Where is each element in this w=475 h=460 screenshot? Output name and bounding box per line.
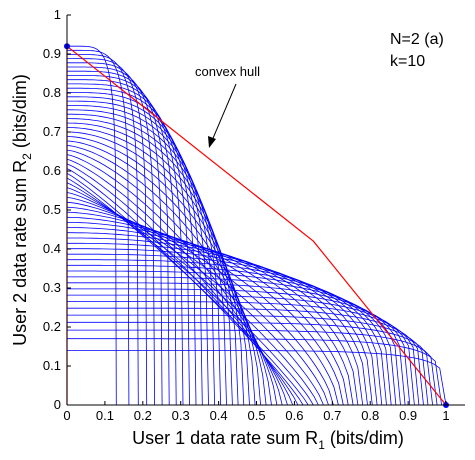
rate-curve bbox=[67, 58, 148, 406]
x-tick-label: 0.3 bbox=[172, 408, 190, 423]
rate-curve bbox=[67, 301, 420, 406]
y-tick-label: 0 bbox=[54, 397, 61, 412]
y-tick-label: 0.9 bbox=[43, 46, 61, 61]
y-tick-label: 0.5 bbox=[43, 202, 61, 217]
rate-curve bbox=[66, 206, 339, 406]
rate-curve bbox=[67, 282, 406, 406]
rate-curve bbox=[66, 163, 294, 406]
y-tick-label: 0.1 bbox=[43, 358, 61, 373]
x-tick-label: 0.7 bbox=[323, 408, 341, 423]
y-tick-label: 0.8 bbox=[43, 85, 61, 100]
rate-curve bbox=[66, 136, 261, 406]
x-tick-label: 0.1 bbox=[96, 408, 114, 423]
rate-curve bbox=[67, 294, 415, 406]
rate-curves bbox=[66, 45, 447, 406]
y-axis-label: User 2 data rate sum R2 (bits/dim) bbox=[10, 74, 34, 346]
rate-curve bbox=[66, 140, 267, 406]
rate-curve bbox=[66, 149, 278, 406]
x-tick-label: 0 bbox=[63, 408, 70, 423]
rate-curve bbox=[67, 314, 429, 406]
rate-curve bbox=[67, 237, 368, 406]
rate-curve bbox=[67, 329, 438, 406]
plot-area: 0 0.1 0.2 0.3 0.4 0.5 0.6 0.7 0.8 0.9 1 0 0.1 0.2 0.3 0… bbox=[43, 7, 465, 423]
rate-curve bbox=[66, 192, 324, 406]
y-tick-label: 0.7 bbox=[43, 124, 61, 139]
rate-curve bbox=[67, 321, 433, 406]
x-tick-label: 0.5 bbox=[247, 408, 265, 423]
x-tick-label: 0.2 bbox=[134, 408, 152, 423]
rate-curve bbox=[67, 259, 387, 406]
rate-curve bbox=[67, 83, 190, 406]
rate-curve bbox=[66, 182, 314, 406]
hull-arrow-head bbox=[208, 136, 216, 148]
rate-curve bbox=[66, 201, 334, 406]
rate-curve bbox=[67, 253, 383, 406]
rate-curve bbox=[66, 197, 329, 406]
rate-curve bbox=[67, 248, 378, 406]
rate-curve bbox=[67, 350, 447, 406]
y-tick-label: 0.3 bbox=[43, 280, 61, 295]
params-line-2: k=10 bbox=[390, 53, 425, 70]
rate-curve bbox=[67, 92, 203, 406]
x-tick-label: 1 bbox=[442, 408, 449, 423]
rate-curve bbox=[66, 177, 309, 406]
rate-curve bbox=[67, 242, 373, 406]
annotation-params: N=2 (a) k=10 bbox=[390, 31, 444, 70]
rate-curve bbox=[67, 75, 177, 406]
rate-curve bbox=[67, 270, 397, 406]
x-tick-label: 0.4 bbox=[210, 408, 228, 423]
rate-curve bbox=[67, 127, 250, 406]
rate-curve bbox=[67, 288, 411, 406]
rate-curve bbox=[67, 70, 170, 406]
rate-curve bbox=[67, 276, 401, 406]
x-tick-label: 0.8 bbox=[361, 408, 379, 423]
rate-curve bbox=[67, 307, 424, 406]
rate-curve bbox=[67, 118, 239, 406]
axes: 0 0.1 0.2 0.3 0.4 0.5 0.6 0.7 0.8 0.9 1 0 0.1 0.2 0.3 0… bbox=[43, 7, 465, 423]
y-tick-label: 0.4 bbox=[43, 241, 61, 256]
x-tick-label: 0.6 bbox=[285, 408, 303, 423]
rate-curve bbox=[67, 338, 442, 406]
x-tick-label: 0.9 bbox=[399, 408, 417, 423]
annotation-hull: convex hull bbox=[195, 64, 260, 148]
rate-curve bbox=[67, 113, 233, 406]
rate-curve bbox=[66, 187, 319, 406]
rate-curve bbox=[67, 54, 139, 406]
rate-curve bbox=[67, 49, 130, 406]
y-tick-label: 0.6 bbox=[43, 163, 61, 178]
rate-curve bbox=[66, 154, 283, 406]
hull-label: convex hull bbox=[195, 64, 260, 79]
y-tick-label: 0.2 bbox=[43, 319, 61, 334]
y-tick-label: 1 bbox=[54, 7, 61, 22]
rate-curve bbox=[66, 122, 245, 406]
params-line-1: N=2 (a) bbox=[390, 31, 444, 48]
hull-arrow-shaft bbox=[210, 83, 237, 144]
rate-curve bbox=[67, 45, 117, 406]
x-axis-label: User 1 data rate sum R1 (bits/dim) bbox=[132, 428, 404, 452]
